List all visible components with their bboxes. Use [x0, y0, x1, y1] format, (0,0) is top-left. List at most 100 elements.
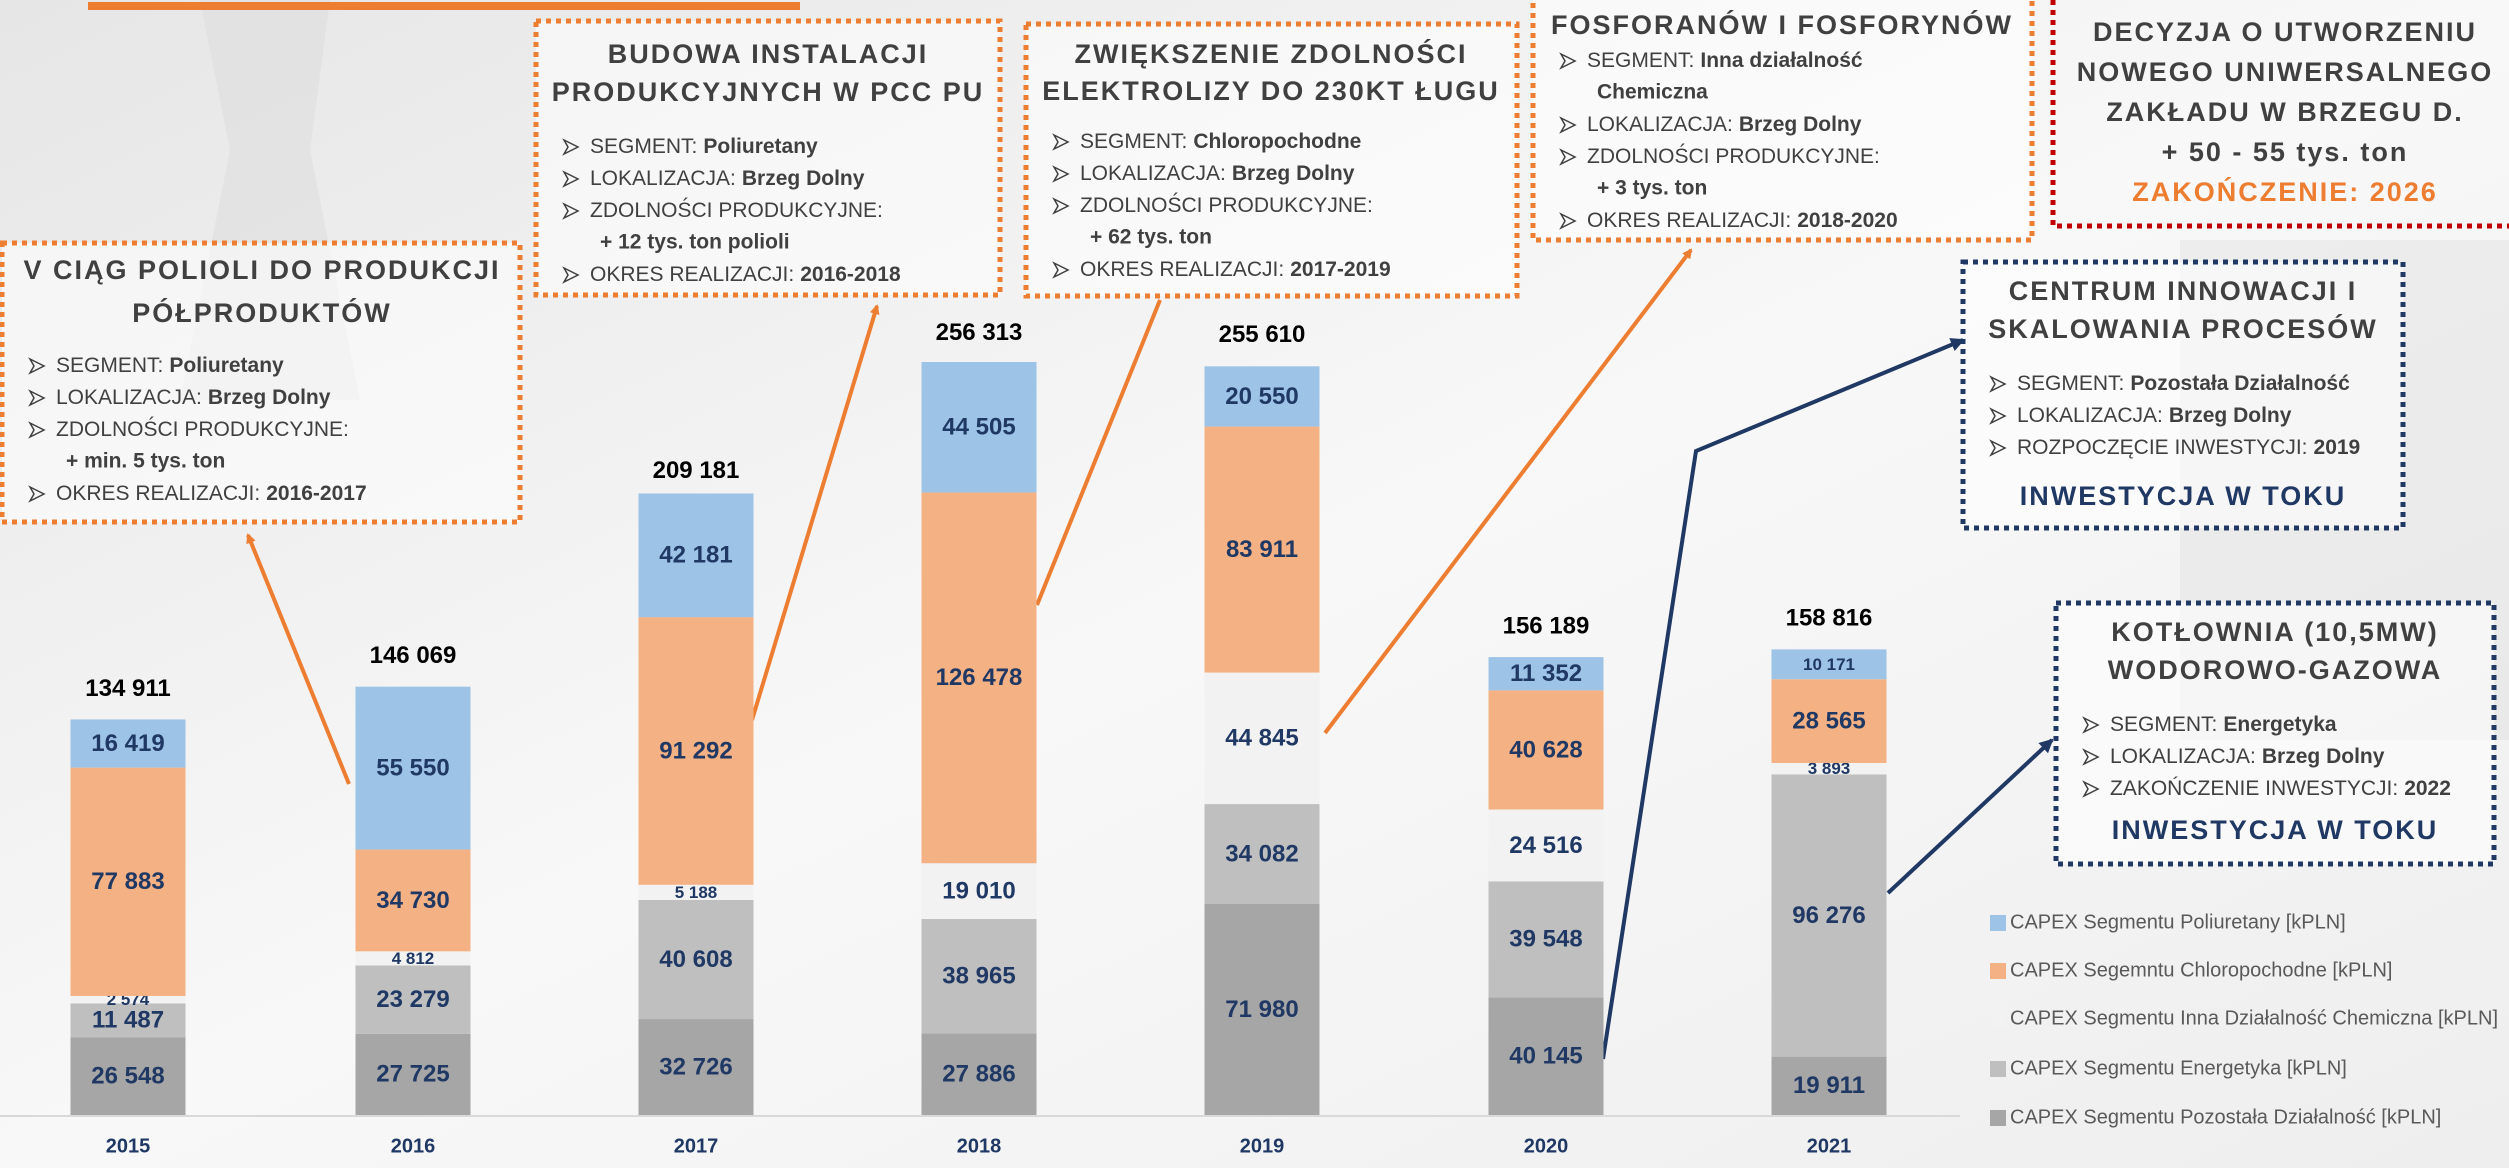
box-footer: ZAKOŃCZENIE: 2026 — [2132, 176, 2438, 207]
total-label: 156 189 — [1503, 612, 1590, 639]
item-label: SEGMENT: — [56, 354, 163, 377]
box-title: ELEKTROLIZY DO 230KT ŁUGU — [1042, 76, 1500, 106]
box-item: SEGMENT:Poliuretany — [56, 354, 284, 377]
item-value: Brzeg Dolny — [1739, 113, 1862, 136]
box-title: NOWEGO UNIWERSALNEGO — [2077, 57, 2494, 87]
item-label: ZDOLNOŚCI PRODUKCYJNE: — [1080, 193, 1373, 217]
box-item: OKRES REALIZACJI:2018-2020 — [1587, 209, 1898, 232]
item-label: SEGMENT: — [1587, 49, 1694, 72]
data-label: 19 010 — [942, 877, 1015, 904]
data-label: 10 171 — [1803, 655, 1855, 674]
item-value: Energetyka — [2223, 713, 2337, 736]
box-title: V CIĄG POLIOLI DO PRODUKCJI — [23, 255, 500, 285]
data-label: 126 478 — [936, 664, 1023, 691]
data-label: 24 516 — [1509, 832, 1582, 859]
box-title: ZAKŁADU W BRZEGU D. — [2106, 97, 2463, 127]
x-tick-label: 2016 — [391, 1135, 436, 1157]
box-title: KOTŁOWNIA (10,5MW) — [2111, 617, 2438, 647]
x-tick-label: 2018 — [957, 1135, 1002, 1157]
x-tick-label: 2015 — [106, 1135, 151, 1157]
annotation-box: ZWIĘKSZENIE ZDOLNOŚCI ELEKTROLIZY DO 230K… — [1026, 24, 1517, 296]
x-tick-label: 2020 — [1524, 1135, 1569, 1157]
box-item: OKRES REALIZACJI:2016-2017 — [56, 482, 367, 505]
page: {"chart_data": {"type": "bar", "stacked"… — [0, 0, 2509, 1168]
data-label: 96 276 — [1792, 902, 1865, 929]
item-value: Chloropochodne — [1193, 130, 1361, 153]
item-value: Brzeg Dolny — [742, 167, 865, 190]
legend-label: CAPEX Segmentu Inna Działalność Chemiczn… — [2010, 1007, 2498, 1029]
box-item: ZDOLNOŚCI PRODUKCYJNE: — [1587, 144, 1880, 168]
x-tick-label: 2021 — [1807, 1135, 1852, 1157]
item-value: Brzeg Dolny — [2262, 745, 2385, 768]
item-label: ZDOLNOŚCI PRODUKCYJNE: — [590, 198, 883, 222]
item-label: LOKALIZACJA: — [56, 386, 202, 409]
box-item: LOKALIZACJA: Brzeg Dolny — [1080, 162, 1355, 185]
data-label: 34 082 — [1225, 840, 1298, 867]
box-title: PÓŁPRODUKTÓW — [132, 297, 392, 328]
data-label: 91 292 — [659, 737, 732, 764]
item-label: LOKALIZACJA: — [590, 167, 736, 190]
item-label: SEGMENT: — [590, 135, 697, 158]
item-value: Inna działalność — [1700, 49, 1863, 72]
data-label: 40 145 — [1509, 1042, 1582, 1069]
data-label: 5 188 — [675, 883, 718, 902]
item-label: OKRES REALIZACJI: — [1080, 258, 1284, 281]
total-label: 158 816 — [1786, 605, 1873, 632]
data-label: 38 965 — [942, 962, 1015, 989]
data-label: 42 181 — [659, 542, 732, 569]
box-footer: INWESTYCJA W TOKU — [2020, 481, 2347, 511]
total-label: 209 181 — [653, 457, 740, 484]
box-title: + 50 - 55 tys. ton — [2162, 137, 2409, 167]
box-item: ZDOLNOŚCI PRODUKCYJNE: — [56, 417, 349, 441]
item-value: Pozostała Działalność — [2130, 372, 2350, 395]
item-label: SEGMENT: — [2110, 713, 2217, 736]
item-value: + 3 tys. ton — [1597, 177, 1707, 200]
annotation-box: CENTRUM INNOWACJI I SKALOWANIA PROCESÓW SE… — [1963, 262, 2403, 528]
data-label: 34 730 — [376, 887, 449, 914]
total-label: 255 610 — [1219, 321, 1306, 348]
data-label: 16 419 — [91, 730, 164, 757]
item-label: ZDOLNOŚCI PRODUKCYJNE: — [1587, 144, 1880, 168]
box-item: SEGMENT:Poliuretany — [590, 135, 818, 158]
item-label: SEGMENT: — [2017, 372, 2124, 395]
data-label: 55 550 — [376, 754, 449, 781]
box-item: LOKALIZACJA: Brzeg Dolny — [590, 167, 865, 190]
data-label: 27 886 — [942, 1060, 1015, 1087]
box-title: CENTRUM INNOWACJI I — [2009, 276, 2358, 306]
box-item: OKRES REALIZACJI: 2017-2019 — [1080, 258, 1391, 281]
data-label: 39 548 — [1509, 926, 1582, 953]
box-item: OKRES REALIZACJI:2016-2018 — [590, 263, 901, 286]
item-value: + 62 tys. ton — [1090, 226, 1212, 249]
item-value: 2017-2019 — [1290, 258, 1390, 281]
data-label: 40 608 — [659, 946, 732, 973]
box-item: SEGMENT: Pozostała Działalność — [2017, 372, 2350, 395]
item-label: LOKALIZACJA: — [1080, 162, 1226, 185]
data-label: 32 726 — [659, 1053, 732, 1080]
legend-label: CAPEX Segmentu Poliuretany [kPLN] — [2010, 911, 2346, 933]
box-item: ZDOLNOŚCI PRODUKCYJNE: — [590, 198, 883, 222]
box-title: WODOROWO-GAZOWA — [2108, 655, 2442, 685]
box-footer: INWESTYCJA W TOKU — [2112, 815, 2439, 845]
box-title: SKALOWANIA PROCESÓW — [1988, 313, 2378, 344]
data-label: 11 352 — [1510, 660, 1582, 687]
legend-label: CAPEX Segmentu Pozostała Działalność [kP… — [2010, 1106, 2441, 1128]
item-value: 2019 — [2314, 436, 2361, 459]
item-value: 2016-2018 — [800, 263, 901, 286]
item-value: Brzeg Dolny — [1232, 162, 1355, 185]
legend-swatch — [1990, 915, 2006, 931]
data-label: 71 980 — [1225, 996, 1298, 1023]
data-label: 44 845 — [1225, 725, 1298, 752]
item-label: OKRES REALIZACJI: — [1587, 209, 1791, 232]
item-value: Chemiczna — [1597, 81, 1708, 104]
box-item: LOKALIZACJA: Brzeg Dolny — [2110, 745, 2385, 768]
data-label: 77 883 — [91, 868, 164, 895]
box-title: ZWIĘKSZENIE ZDOLNOŚCI — [1075, 38, 1468, 69]
legend-swatch — [1990, 1110, 2006, 1126]
box-title: PRODUKCYJNYCH W PCC PU — [552, 77, 985, 107]
item-value: 2016-2017 — [266, 482, 366, 505]
data-label: 26 548 — [91, 1062, 164, 1089]
item-label: LOKALIZACJA: — [2110, 745, 2256, 768]
item-value: Brzeg Dolny — [208, 386, 331, 409]
